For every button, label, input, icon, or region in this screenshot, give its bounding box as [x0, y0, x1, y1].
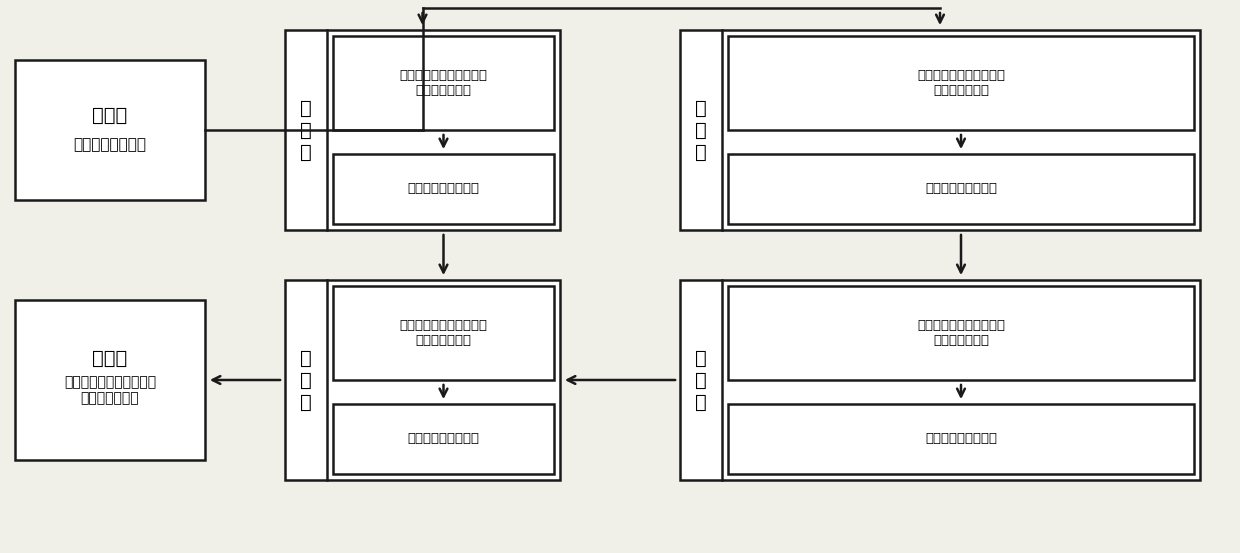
Bar	[334, 404, 554, 474]
Text: 第
四
步: 第 四 步	[696, 348, 707, 411]
Text: 实施第一次轨道控制: 实施第一次轨道控制	[408, 182, 480, 196]
Text: 第一步: 第一步	[92, 106, 128, 124]
Bar	[680, 280, 1200, 480]
Bar	[15, 60, 205, 200]
Bar	[15, 300, 205, 460]
Text: 第六步: 第六步	[92, 348, 128, 368]
Bar	[285, 280, 560, 480]
Text: 设计轨道机动方案: 设计轨道机动方案	[73, 138, 146, 153]
Bar	[334, 154, 554, 224]
Text: 采用第二迭代方法计算精
确轨道控制参数: 采用第二迭代方法计算精 确轨道控制参数	[918, 69, 1004, 97]
Text: 第
三
步: 第 三 步	[696, 98, 707, 161]
Bar	[680, 30, 1200, 230]
Text: 采用第一迭代方法计算精
确轨道控制参数: 采用第一迭代方法计算精 确轨道控制参数	[399, 69, 487, 97]
Bar	[728, 154, 1194, 224]
Bar	[728, 404, 1194, 474]
Bar	[334, 36, 554, 130]
Bar	[285, 30, 560, 230]
Text: 实施第二次轨道控制: 实施第二次轨道控制	[925, 182, 997, 196]
Bar	[728, 286, 1194, 380]
Text: 采用第四迭代方法计算精
确轨道控制参数: 采用第四迭代方法计算精 确轨道控制参数	[399, 319, 487, 347]
Text: 根据第五步计算结果实施
第五次轨道控制: 根据第五步计算结果实施 第五次轨道控制	[64, 375, 156, 405]
Bar	[728, 36, 1194, 130]
Text: 采用第三迭代方法计算精
确轨道控制参数: 采用第三迭代方法计算精 确轨道控制参数	[918, 319, 1004, 347]
Text: 第
二
步: 第 二 步	[300, 98, 312, 161]
Text: 实施第三次轨道控制: 实施第三次轨道控制	[925, 432, 997, 446]
Bar	[334, 286, 554, 380]
Text: 第
五
步: 第 五 步	[300, 348, 312, 411]
Text: 实施第四次轨道控制: 实施第四次轨道控制	[408, 432, 480, 446]
